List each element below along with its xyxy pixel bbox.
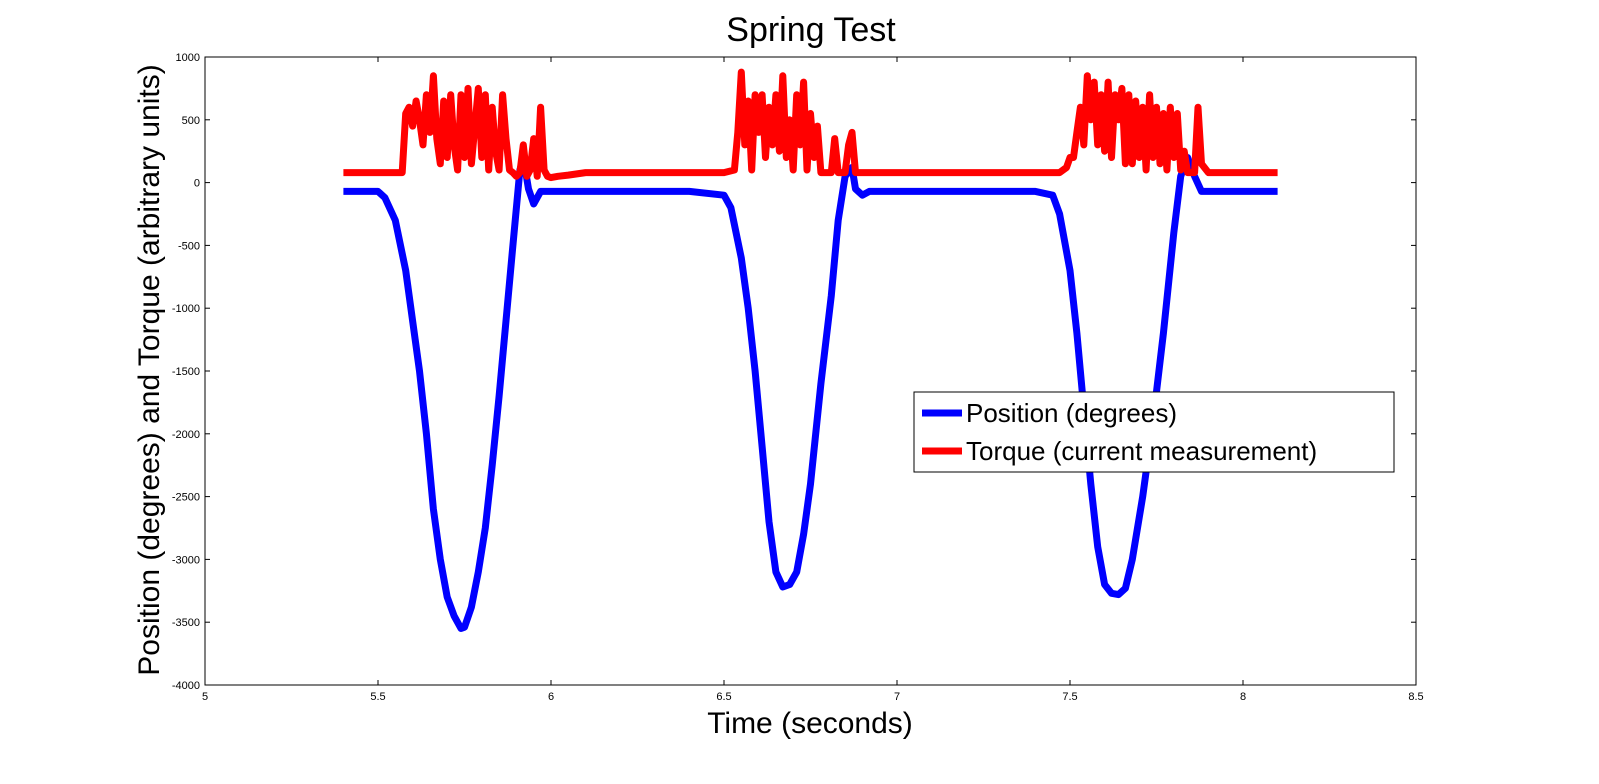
x-tick-label: 8	[1240, 691, 1246, 703]
legend: Position (degrees) Torque (current measu…	[913, 391, 1395, 473]
series-line-position	[343, 154, 1278, 632]
y-tick-label: -3000	[172, 554, 200, 566]
y-tick-label: -1000	[172, 303, 200, 315]
y-tick-label: -4000	[172, 680, 200, 692]
legend-label-position: Position (degrees)	[966, 398, 1177, 428]
y-tick-label: 500	[182, 115, 200, 127]
x-axis-ticks: 5 5.5 6 6.5 7 7.5 8 8.5	[202, 57, 1424, 703]
x-tick-label: 6.5	[716, 691, 731, 703]
x-tick-label: 5.5	[370, 691, 385, 703]
series-line-torque	[343, 68, 1278, 182]
legend-box	[913, 391, 1395, 473]
y-tick-label: 1000	[176, 52, 200, 64]
x-tick-label: 6	[548, 691, 554, 703]
chart-title: Spring Test	[726, 11, 896, 49]
y-axis-label: Position (degrees) and Torque (arbitrary…	[133, 64, 166, 675]
x-tick-label: 8.5	[1408, 691, 1423, 703]
x-tick-label: 7.5	[1062, 691, 1077, 703]
legend-label-torque: Torque (current measurement)	[966, 436, 1317, 466]
y-tick-label: -1500	[172, 366, 200, 378]
y-tick-label: -500	[178, 240, 200, 252]
y-tick-label: -3500	[172, 617, 200, 629]
series-layer	[343, 68, 1278, 632]
x-tick-label: 5	[202, 691, 208, 703]
x-axis-label: Time (seconds)	[707, 707, 913, 740]
y-tick-label: -2000	[172, 429, 200, 441]
y-tick-label: -2500	[172, 492, 200, 504]
y-tick-label: 0	[194, 178, 200, 190]
x-tick-label: 7	[894, 691, 900, 703]
y-axis-ticks: 1000 500 0 -500 -1000 -1500 -2000 -2500 -3000 -35…	[172, 52, 1416, 692]
